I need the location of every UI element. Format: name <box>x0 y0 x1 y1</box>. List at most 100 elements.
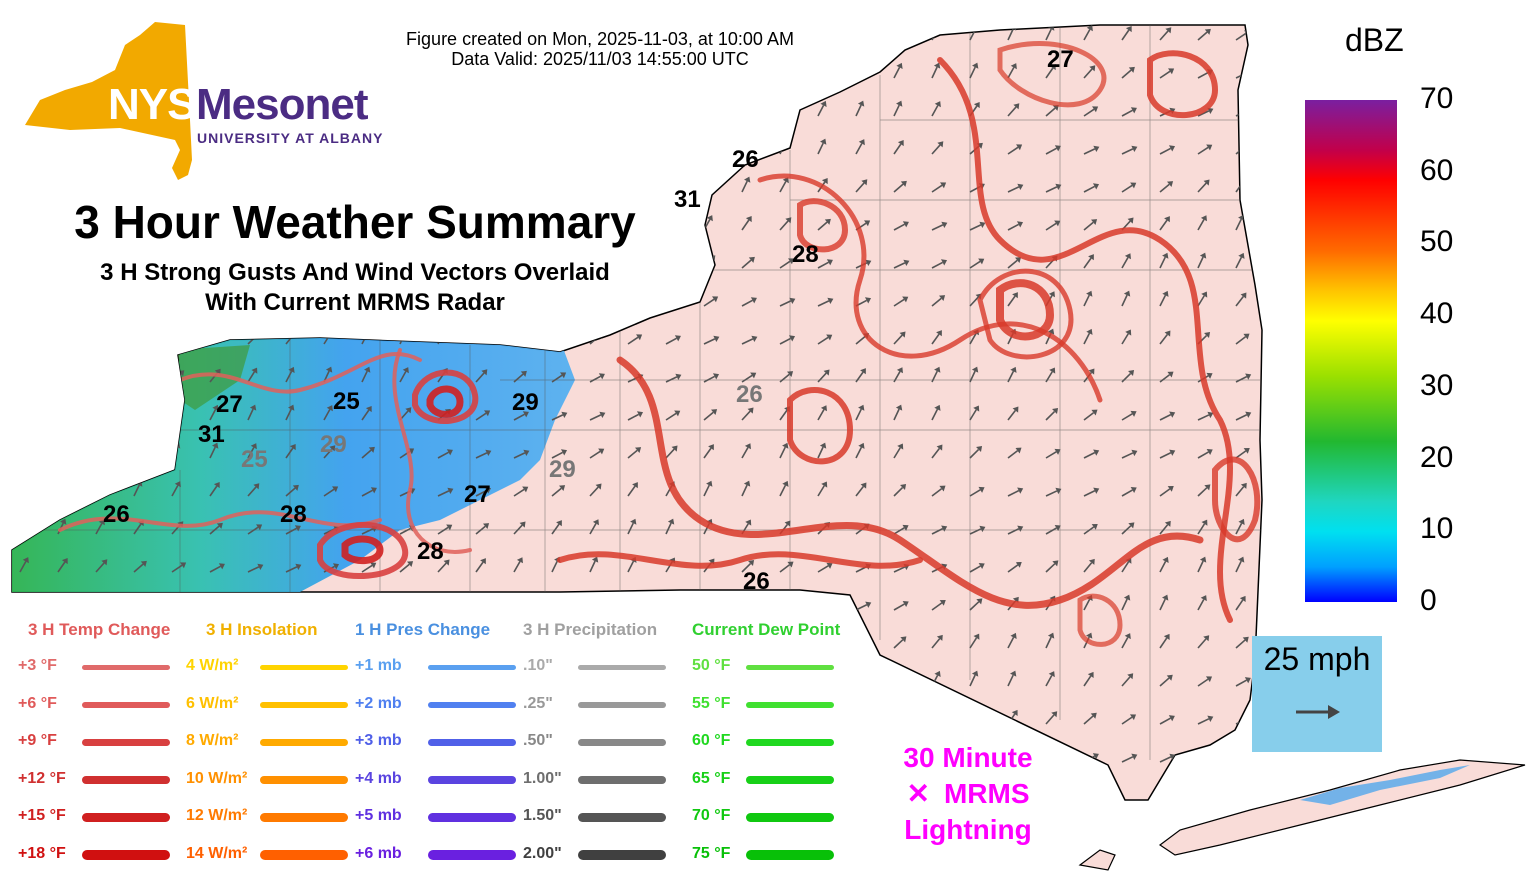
wind-arrowhead-icon <box>444 712 451 719</box>
wind-arrowhead-icon <box>782 746 789 753</box>
wind-arrow-icon <box>1045 636 1052 649</box>
wind-arrow-icon <box>133 484 140 497</box>
wind-arrowhead-icon <box>1129 714 1137 721</box>
wind-arrow-icon <box>323 66 330 79</box>
gust-label: 29 <box>512 389 539 416</box>
wind-arrow-icon <box>513 413 525 421</box>
wind-arrow-icon <box>399 714 408 725</box>
legend-item-label: 12 W/m² <box>186 807 248 824</box>
wind-arrowhead-icon <box>554 594 561 601</box>
wind-arrowhead-icon <box>480 672 487 679</box>
legend-line-swatch <box>428 812 516 822</box>
wind-arrowhead-icon <box>1243 333 1250 340</box>
wind-arrowhead-icon <box>292 484 299 491</box>
wind-arrow-icon <box>475 716 487 725</box>
wind-arrowhead-icon <box>1238 252 1245 259</box>
gust-label: 28 <box>792 241 819 268</box>
wind-arrow-icon <box>1159 219 1168 231</box>
legend-item-label: 14 W/m² <box>186 845 248 862</box>
legend-line-swatch <box>260 776 348 784</box>
wind-arrow-icon <box>1083 490 1096 497</box>
subtitle-line-1: 3 H Strong Gusts And Wind Vectors Overla… <box>100 259 610 286</box>
wind-arrow-icon <box>627 336 639 345</box>
wind-arrow-icon <box>931 370 938 383</box>
wind-arrow-icon <box>19 600 29 611</box>
wind-arrow-icon <box>95 751 104 763</box>
wind-arrow-icon <box>1197 146 1209 155</box>
legend-line-swatch <box>578 850 666 860</box>
wind-arrowhead-icon <box>440 328 447 335</box>
wind-arrow-icon <box>893 603 905 611</box>
wind-arrow-icon <box>475 676 484 687</box>
wind-arrowhead-icon <box>1245 373 1252 380</box>
wind-arrow-icon <box>1159 677 1170 687</box>
wind-arrowhead-icon <box>824 674 831 681</box>
wind-arrow-icon <box>95 411 106 421</box>
legend-item-label: +1 mb <box>355 657 402 674</box>
wind-arrow-icon <box>513 452 526 459</box>
wind-arrowhead-icon <box>900 484 907 491</box>
wind-arrowhead-icon <box>29 69 36 77</box>
wind-arrow-icon <box>475 489 487 497</box>
wind-arrowhead-icon <box>936 330 942 337</box>
wind-arrowhead-icon <box>787 561 794 568</box>
wind-arrowhead-icon <box>939 485 946 492</box>
wind-arrow-icon <box>551 334 561 345</box>
wind-arrowhead-icon <box>175 405 182 412</box>
wind-arrowhead-icon <box>516 557 523 564</box>
wind-arrowhead-icon <box>1204 484 1211 491</box>
legend-item-label: 70 °F <box>692 807 731 824</box>
gust-label: 26 <box>736 381 763 408</box>
wind-arrowhead-icon <box>591 556 599 563</box>
page-title: 3 Hour Weather Summary <box>74 196 636 248</box>
wind-arrowhead-icon <box>900 180 907 187</box>
wind-arrow-icon <box>627 485 636 497</box>
wind-arrowhead-icon <box>1017 525 1024 532</box>
wind-arrow-icon <box>1121 525 1132 535</box>
wind-arrow-icon <box>703 338 716 345</box>
wind-arrow-icon <box>1159 147 1171 155</box>
wind-arrowhead-icon <box>1239 595 1246 603</box>
wind-arrow-icon <box>1007 564 1019 573</box>
wind-arrow-icon <box>1197 451 1209 459</box>
wind-arrowhead-icon <box>29 373 36 381</box>
wind-arrow-icon <box>893 143 902 155</box>
wind-arrow-icon <box>1235 599 1244 611</box>
wind-arrowhead-icon <box>598 676 605 683</box>
legend-item-label: +5 mb <box>355 807 402 824</box>
wind-arrowhead-icon <box>1130 107 1137 114</box>
wind-arrow-icon <box>741 374 753 383</box>
wind-arrowhead-icon <box>557 331 564 338</box>
wind-arrowhead-icon <box>979 525 986 533</box>
wind-arrowhead-icon <box>1055 487 1062 495</box>
wind-arrow-icon <box>703 680 716 687</box>
wind-arrowhead-icon <box>1049 367 1056 374</box>
wind-arrowhead-icon <box>1205 676 1213 683</box>
wind-arrowhead-icon <box>788 335 796 342</box>
wind-arrowhead-icon <box>598 752 605 760</box>
wind-arrow-icon <box>399 147 411 155</box>
wind-arrowhead-icon <box>786 371 794 378</box>
wind-arrowhead-icon <box>857 100 865 107</box>
wind-arrowhead-icon <box>789 601 796 608</box>
wind-arrowhead-icon <box>745 519 752 526</box>
wind-arrowhead-icon <box>105 639 112 647</box>
wind-arrow-icon <box>57 180 64 193</box>
wind-arrow-icon <box>19 337 31 345</box>
wind-arrowhead-icon <box>707 139 714 146</box>
wind-arrowhead-icon <box>972 25 979 31</box>
wind-arrow-icon <box>1007 106 1017 117</box>
wind-arrow-icon <box>1007 450 1019 459</box>
wind-arrowhead-icon <box>142 601 149 608</box>
wind-arrow-icon <box>589 450 601 459</box>
wind-arrow-icon <box>513 676 524 687</box>
wind-arrow-icon <box>1197 638 1207 649</box>
wind-arrowhead-icon <box>782 480 789 487</box>
wind-arrow-icon <box>703 180 710 193</box>
wind-arrow-icon <box>1083 185 1095 193</box>
lightning-line-3: Lightning <box>904 814 1032 845</box>
wind-arrow-icon <box>361 752 372 763</box>
legend-line-swatch <box>82 738 170 746</box>
wind-arrow-icon <box>57 641 69 649</box>
wind-arrow-icon <box>1045 186 1058 193</box>
